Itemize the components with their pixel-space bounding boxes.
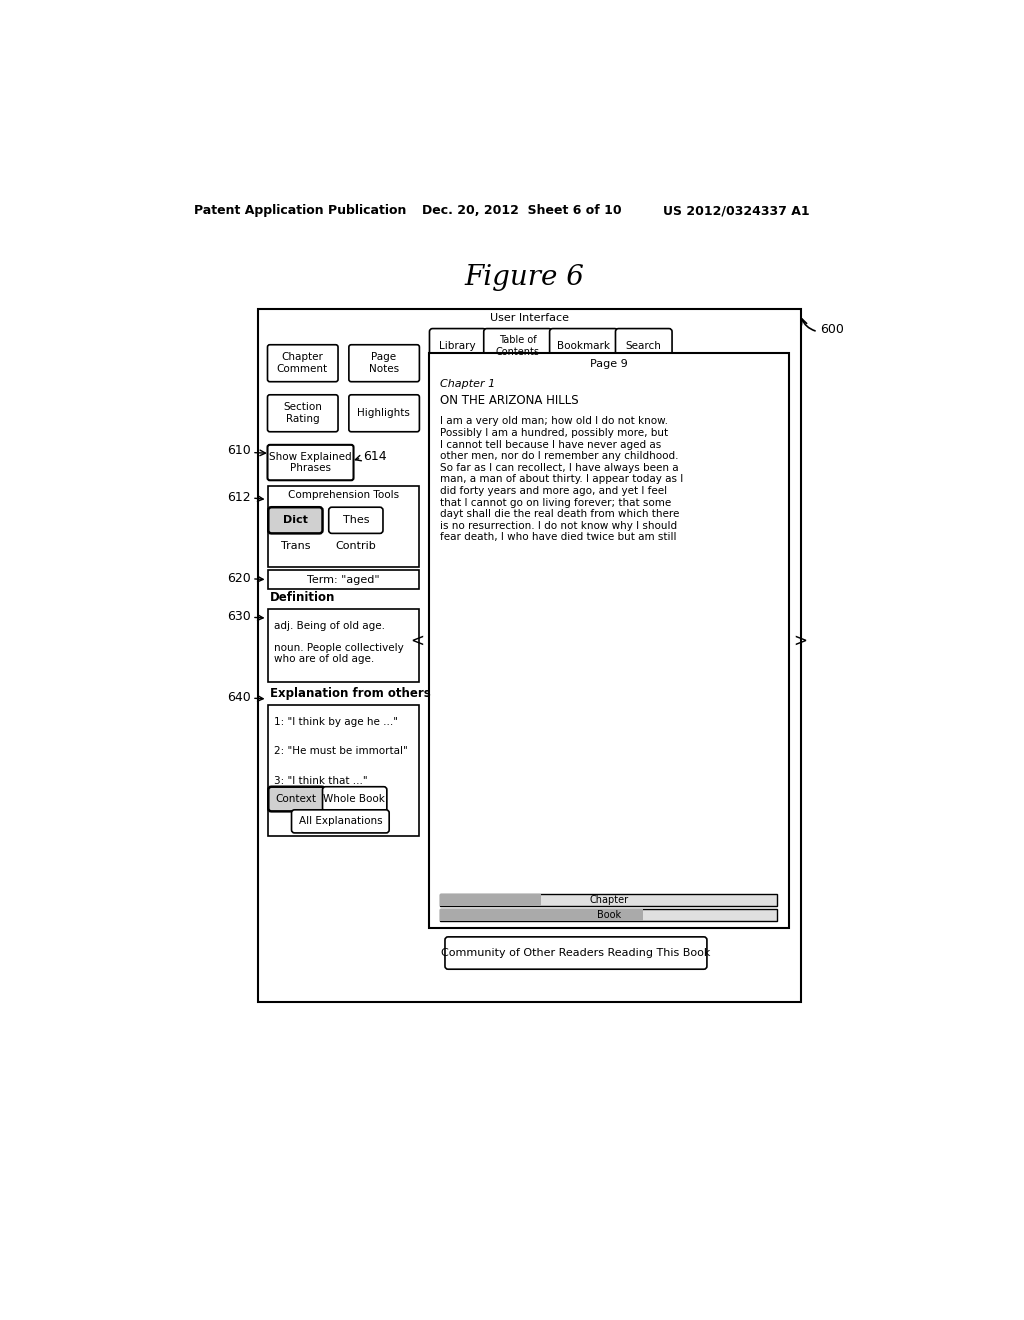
- Text: adj. Being of old age.: adj. Being of old age.: [273, 620, 385, 631]
- Bar: [440, 909, 777, 921]
- FancyBboxPatch shape: [550, 329, 617, 364]
- Text: Context: Context: [275, 795, 316, 804]
- Text: Term: "aged": Term: "aged": [307, 574, 379, 585]
- Text: Chapter
Comment: Chapter Comment: [276, 352, 328, 374]
- Text: 3: "I think that ...": 3: "I think that ...": [273, 776, 368, 785]
- FancyBboxPatch shape: [267, 395, 338, 432]
- FancyBboxPatch shape: [267, 345, 338, 381]
- Bar: [267, 609, 419, 682]
- Bar: [267, 570, 419, 589]
- Text: Library: Library: [439, 342, 476, 351]
- Text: 620: 620: [226, 572, 251, 585]
- Bar: [440, 894, 777, 906]
- Text: Book: Book: [597, 911, 621, 920]
- Text: noun. People collectively
who are of old age.: noun. People collectively who are of old…: [273, 643, 403, 664]
- Text: >: >: [794, 632, 808, 649]
- Text: ON THE ARIZONA HILLS: ON THE ARIZONA HILLS: [440, 395, 579, 408]
- Text: Page
Notes: Page Notes: [369, 352, 398, 374]
- Text: 610: 610: [226, 445, 251, 458]
- Text: 614: 614: [362, 450, 386, 463]
- Bar: [429, 354, 790, 928]
- Text: Page 9: Page 9: [590, 359, 628, 370]
- Text: User Interface: User Interface: [489, 313, 569, 323]
- FancyBboxPatch shape: [615, 329, 672, 364]
- Text: Figure 6: Figure 6: [465, 264, 585, 292]
- Text: Comprehension Tools: Comprehension Tools: [288, 490, 398, 500]
- FancyBboxPatch shape: [445, 937, 707, 969]
- FancyBboxPatch shape: [483, 329, 552, 364]
- Text: 612: 612: [227, 491, 251, 504]
- Text: Thes: Thes: [343, 515, 369, 525]
- Text: 1: "I think by age he ...": 1: "I think by age he ...": [273, 717, 397, 727]
- FancyBboxPatch shape: [349, 395, 420, 432]
- Text: Chapter 1: Chapter 1: [440, 379, 496, 389]
- FancyBboxPatch shape: [292, 810, 389, 833]
- Bar: [258, 309, 801, 1002]
- Text: US 2012/0324337 A1: US 2012/0324337 A1: [663, 205, 809, 218]
- Text: Search: Search: [626, 342, 662, 351]
- Text: Chapter: Chapter: [590, 895, 629, 906]
- Text: Patent Application Publication: Patent Application Publication: [194, 205, 407, 218]
- Bar: [440, 909, 643, 921]
- Text: 640: 640: [226, 690, 251, 704]
- Text: Bookmark: Bookmark: [557, 342, 610, 351]
- Text: Dict: Dict: [283, 515, 308, 525]
- Text: I am a very old man; how old I do not know.
Possibly I am a hundred, possibly mo: I am a very old man; how old I do not kn…: [440, 416, 684, 543]
- Text: 600: 600: [820, 323, 844, 335]
- Text: All Explanations: All Explanations: [299, 816, 382, 826]
- Text: Trans: Trans: [281, 541, 310, 550]
- Text: Community of Other Readers Reading This Book: Community of Other Readers Reading This …: [441, 948, 711, 958]
- Text: Whole Book: Whole Book: [324, 795, 385, 804]
- Bar: [440, 894, 542, 906]
- FancyBboxPatch shape: [268, 787, 325, 812]
- Text: Dec. 20, 2012  Sheet 6 of 10: Dec. 20, 2012 Sheet 6 of 10: [423, 205, 623, 218]
- Text: 630: 630: [226, 610, 251, 623]
- FancyBboxPatch shape: [349, 345, 420, 381]
- Text: Contrib: Contrib: [336, 541, 376, 550]
- FancyBboxPatch shape: [329, 507, 383, 533]
- Text: Explanation from others: Explanation from others: [270, 686, 430, 700]
- Bar: [267, 705, 419, 836]
- Bar: [267, 486, 419, 566]
- Text: 2: "He must be immortal": 2: "He must be immortal": [273, 746, 408, 756]
- FancyBboxPatch shape: [268, 507, 323, 533]
- Text: Table of
Contents: Table of Contents: [496, 335, 540, 358]
- Text: Highlights: Highlights: [357, 408, 411, 418]
- Text: Definition: Definition: [270, 591, 335, 603]
- Text: Show Explained
Phrases: Show Explained Phrases: [269, 451, 351, 474]
- Text: <: <: [410, 632, 424, 649]
- FancyBboxPatch shape: [429, 329, 486, 364]
- FancyBboxPatch shape: [323, 787, 387, 812]
- Text: Section
Rating: Section Rating: [283, 403, 322, 424]
- FancyBboxPatch shape: [267, 445, 353, 480]
